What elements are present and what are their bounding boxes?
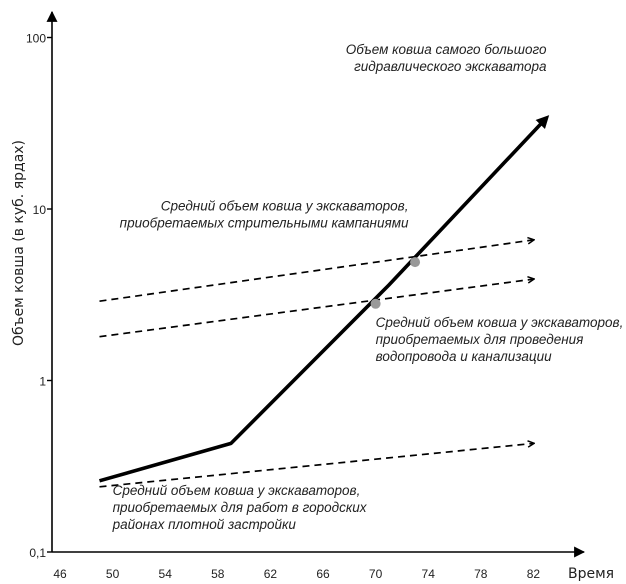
annotation-line: Средний объем ковша у экскаваторов, (161, 199, 409, 214)
x-tick-group: 46 50 54 58 62 66 70 74 78 82 (53, 567, 540, 581)
annotation-line: районах плотной застройки (112, 517, 297, 532)
x-tick-label: 70 (369, 567, 383, 581)
x-tick-label: 82 (527, 567, 541, 581)
annotation-line: Средний объем ковша у экскаваторов, (113, 483, 361, 498)
y-tick-label: 0,1 (29, 546, 46, 560)
annotation-line: Средний объем ковша у экскаваторов, (376, 315, 624, 330)
intersection-marker (410, 257, 421, 268)
annotation-line: приобретаемых для проведения (376, 332, 584, 347)
x-tick-label: 66 (316, 567, 330, 581)
annotation-line: водопровода и канализации (376, 349, 553, 364)
x-tick-label: 50 (106, 567, 120, 581)
series-group (99, 115, 550, 488)
annotation-line: приобретаемых стрительными кампаниями (120, 216, 409, 231)
y-tick-label: 100 (26, 32, 46, 46)
x-axis-title: Время (568, 566, 614, 582)
x-tick-label: 54 (159, 567, 173, 581)
x-tick-label: 74 (422, 567, 436, 581)
annotation-line: приобретаемых для работ в городских (113, 500, 368, 515)
series-line-dashed-1 (99, 240, 534, 303)
intersection-marker (370, 298, 381, 309)
x-tick-label: 78 (474, 567, 488, 581)
annotation-line: Объем ковша самого большого (346, 42, 547, 57)
y-tick-label: 10 (33, 203, 47, 217)
marker-group (370, 257, 421, 309)
series-line-dashed-2 (99, 279, 534, 338)
annotation-line: гидравлического экскаватора (354, 59, 547, 74)
series-line-dashed-3 (99, 443, 534, 488)
x-tick-label: 58 (211, 567, 225, 581)
series-line-largest-bucket (99, 115, 550, 483)
y-tick-group: 0,1 1 10 100 (26, 32, 52, 560)
x-tick-label: 62 (264, 567, 278, 581)
y-tick-label: 1 (39, 375, 46, 389)
annotation-group: Объем ковша самого большого гидравлическо… (112, 42, 624, 532)
x-tick-label: 46 (53, 567, 67, 581)
y-axis-title: Объем ковша (в куб. ярдах) (11, 140, 27, 346)
